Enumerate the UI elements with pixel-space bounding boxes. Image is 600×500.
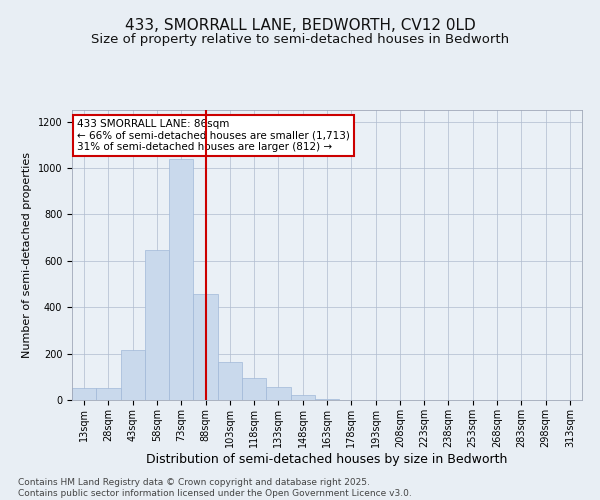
Text: 433, SMORRALL LANE, BEDWORTH, CV12 0LD: 433, SMORRALL LANE, BEDWORTH, CV12 0LD	[125, 18, 475, 32]
Bar	[96, 388, 121, 400]
Bar	[145, 250, 169, 400]
Text: 433 SMORRALL LANE: 86sqm
← 66% of semi-detached houses are smaller (1,713)
31% o: 433 SMORRALL LANE: 86sqm ← 66% of semi-d…	[77, 118, 350, 152]
Text: Size of property relative to semi-detached houses in Bedworth: Size of property relative to semi-detach…	[91, 32, 509, 46]
Bar	[193, 294, 218, 400]
Bar	[218, 362, 242, 400]
Y-axis label: Number of semi-detached properties: Number of semi-detached properties	[22, 152, 32, 358]
X-axis label: Distribution of semi-detached houses by size in Bedworth: Distribution of semi-detached houses by …	[146, 452, 508, 466]
Bar	[266, 387, 290, 400]
Bar	[169, 158, 193, 400]
Text: Contains HM Land Registry data © Crown copyright and database right 2025.
Contai: Contains HM Land Registry data © Crown c…	[18, 478, 412, 498]
Bar	[242, 378, 266, 400]
Bar	[121, 350, 145, 400]
Bar	[72, 388, 96, 400]
Bar	[315, 399, 339, 400]
Bar	[290, 396, 315, 400]
